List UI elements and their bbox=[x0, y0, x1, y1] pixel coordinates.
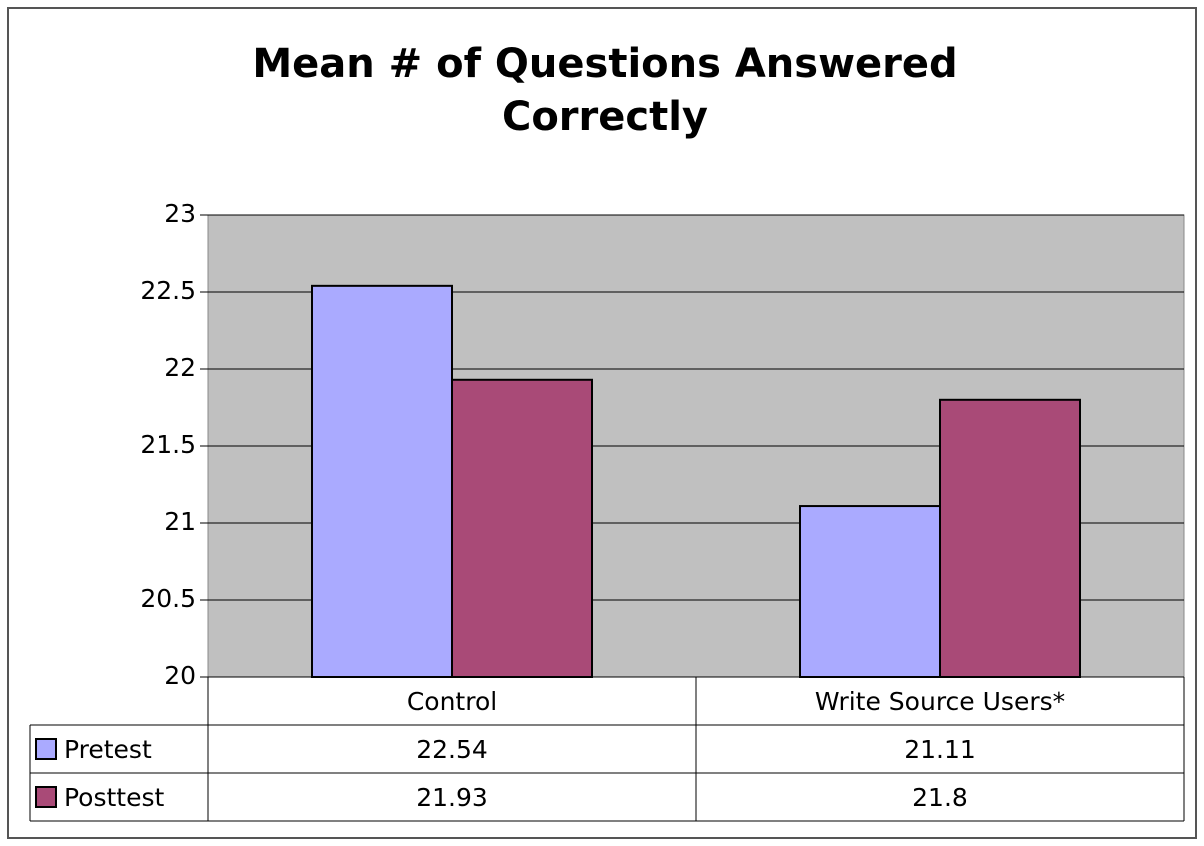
table-value: 21.11 bbox=[904, 735, 976, 764]
table-value: 21.8 bbox=[912, 783, 968, 812]
bar bbox=[799, 505, 941, 678]
legend-key bbox=[35, 786, 57, 808]
y-tick-label: 20.5 bbox=[140, 584, 196, 613]
y-tick-label: 21 bbox=[164, 507, 196, 536]
y-tick-label: 22 bbox=[164, 353, 196, 382]
bar bbox=[939, 398, 1081, 678]
table-value: 22.54 bbox=[416, 735, 488, 764]
legend-key bbox=[35, 738, 57, 760]
x-tick-label: Write Source Users* bbox=[815, 687, 1065, 716]
x-tick-label: Control bbox=[407, 687, 497, 716]
table-value: 21.93 bbox=[416, 783, 488, 812]
y-tick-label: 21.5 bbox=[140, 430, 196, 459]
legend-label: Pretest bbox=[64, 735, 152, 764]
bar bbox=[451, 378, 593, 678]
chart-title: Mean # of Questions Answered Correctly bbox=[252, 41, 958, 140]
y-tick-label: 22.5 bbox=[140, 276, 196, 305]
y-tick-label: 20 bbox=[164, 661, 196, 690]
bar bbox=[311, 284, 453, 678]
legend-label: Posttest bbox=[64, 783, 165, 812]
y-tick-label: 23 bbox=[164, 199, 196, 228]
